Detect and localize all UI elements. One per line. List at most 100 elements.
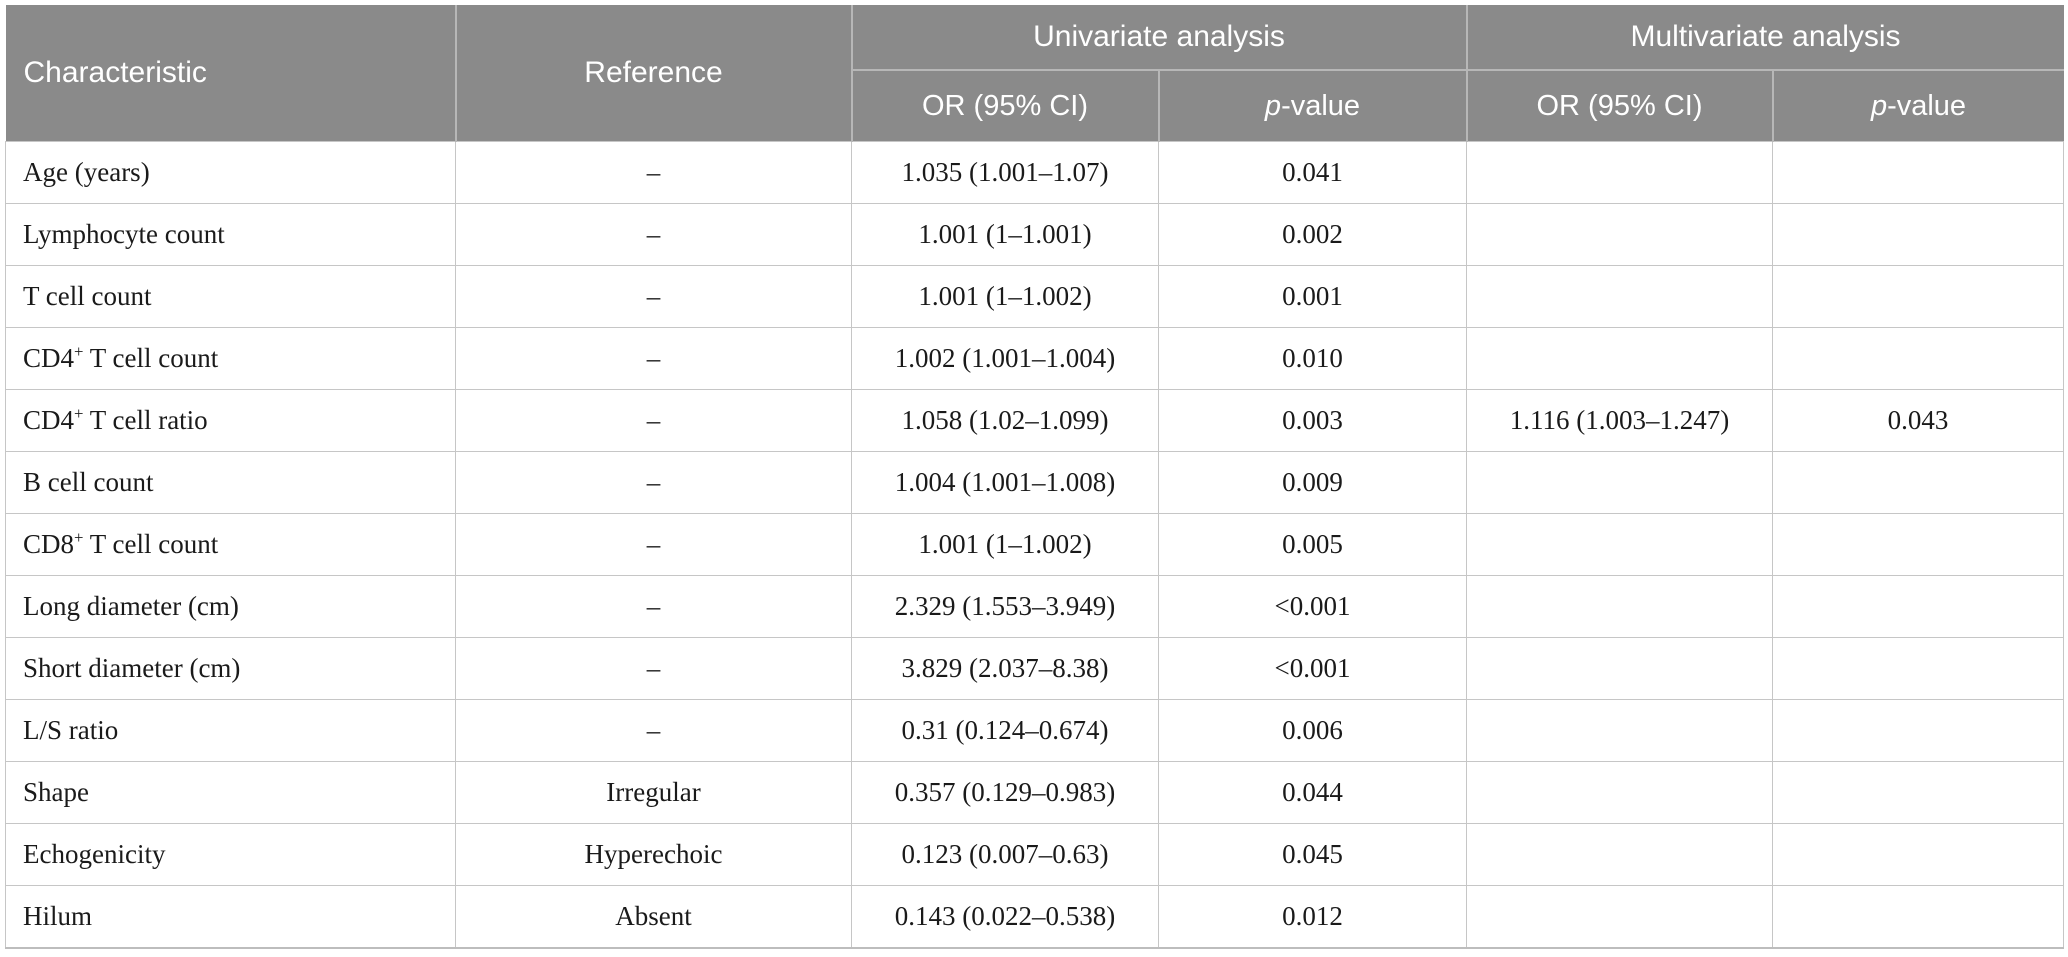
cell-univariate-or: 1.004 (1.001–1.008)	[851, 451, 1159, 514]
cell-univariate-p: 0.006	[1158, 699, 1467, 762]
table-row: Hilum Absent 0.143 (0.022–0.538) 0.012	[5, 885, 2065, 949]
analysis-table: Characteristic Reference Univariate anal…	[5, 5, 2065, 949]
cell-univariate-or: 1.035 (1.001–1.07)	[851, 141, 1159, 204]
p-italic: p	[1870, 89, 1888, 122]
cell-multivariate-or	[1466, 141, 1773, 204]
header-multi-or: OR (95% CI)	[1466, 70, 1774, 142]
cell-reference: –	[455, 389, 852, 452]
table-row: T cell count – 1.001 (1–1.002) 0.001	[5, 265, 2065, 328]
characteristic-text: Age (years)	[23, 157, 150, 187]
cell-multivariate-or	[1466, 823, 1773, 886]
table-row: Echogenicity Hyperechoic 0.123 (0.007–0.…	[5, 823, 2065, 886]
cell-multivariate-p	[1771, 885, 2065, 949]
cell-multivariate-or	[1466, 265, 1773, 328]
characteristic-superscript: +	[74, 528, 84, 547]
cell-characteristic: Age (years)	[5, 141, 456, 204]
table-row: L/S ratio – 0.31 (0.124–0.674) 0.006	[5, 699, 2065, 762]
cell-multivariate-p	[1771, 761, 2065, 824]
cell-univariate-or: 3.829 (2.037–8.38)	[851, 637, 1159, 700]
table-row: CD4+ T cell count – 1.002 (1.001–1.004) …	[5, 327, 2065, 390]
cell-univariate-p: 0.001	[1158, 265, 1467, 328]
characteristic-text: Lymphocyte count	[23, 219, 225, 249]
table-row: Lymphocyte count – 1.001 (1–1.001) 0.002	[5, 203, 2065, 266]
cell-multivariate-p	[1771, 203, 2065, 266]
characteristic-rest: T cell count	[83, 343, 219, 373]
cell-multivariate-or	[1466, 575, 1773, 638]
cell-univariate-p: 0.012	[1158, 885, 1467, 949]
cell-reference: –	[455, 203, 852, 266]
header-sub-row: OR (95% CI) p-value OR (95% CI) p-value	[6, 70, 2064, 142]
header-reference: Reference	[455, 5, 853, 142]
cell-reference: Irregular	[455, 761, 852, 824]
cell-univariate-p: 0.041	[1158, 141, 1467, 204]
cell-characteristic: Lymphocyte count	[5, 203, 456, 266]
cell-univariate-p: 0.010	[1158, 327, 1467, 390]
characteristic-text: B cell count	[23, 467, 154, 497]
cell-multivariate-p	[1771, 637, 2065, 700]
cell-multivariate-p	[1771, 451, 2065, 514]
characteristic-rest: T cell ratio	[83, 405, 208, 435]
cell-multivariate-p	[1771, 141, 2065, 204]
cell-univariate-p: <0.001	[1158, 575, 1467, 638]
header-multi-p: p-value	[1772, 70, 2064, 142]
cell-reference: –	[455, 451, 852, 514]
cell-multivariate-or	[1466, 699, 1773, 762]
cell-characteristic: CD4+ T cell count	[5, 327, 456, 390]
p-rest: -value	[1281, 89, 1361, 122]
cell-univariate-or: 0.31 (0.124–0.674)	[851, 699, 1159, 762]
cell-characteristic: T cell count	[5, 265, 456, 328]
cell-reference: –	[455, 699, 852, 762]
table-row: Long diameter (cm) – 2.329 (1.553–3.949)…	[5, 575, 2065, 638]
cell-univariate-p: 0.044	[1158, 761, 1467, 824]
cell-univariate-or: 1.001 (1–1.001)	[851, 203, 1159, 266]
cell-characteristic: Shape	[5, 761, 456, 824]
cell-multivariate-or	[1466, 761, 1773, 824]
table-header: Characteristic Reference Univariate anal…	[5, 5, 2064, 142]
p-rest: -value	[1887, 89, 1967, 122]
cell-reference: –	[455, 141, 852, 204]
cell-multivariate-p	[1771, 265, 2065, 328]
characteristic-text: Hilum	[23, 901, 93, 931]
table-body: Age (years) – 1.035 (1.001–1.07) 0.041 L…	[5, 141, 2065, 949]
header-univariate-group: Univariate analysis	[851, 5, 1468, 71]
cell-reference: –	[455, 575, 852, 638]
cell-characteristic: Short diameter (cm)	[5, 637, 456, 700]
cell-multivariate-p	[1771, 513, 2065, 576]
cell-univariate-p: 0.003	[1158, 389, 1467, 452]
cell-characteristic: CD8+ T cell count	[5, 513, 456, 576]
cell-multivariate-or: 1.116 (1.003–1.247)	[1466, 389, 1773, 452]
header-group-row: Characteristic Reference Univariate anal…	[5, 5, 2064, 142]
cell-univariate-p: 0.005	[1158, 513, 1467, 576]
cell-univariate-or: 1.001 (1–1.002)	[851, 513, 1159, 576]
cell-characteristic: CD4+ T cell ratio	[5, 389, 456, 452]
cell-univariate-p: 0.045	[1158, 823, 1467, 886]
cell-characteristic: L/S ratio	[5, 699, 456, 762]
cell-univariate-p: 0.002	[1158, 203, 1467, 266]
cell-multivariate-or	[1466, 513, 1773, 576]
characteristic-text: CD4	[23, 343, 75, 373]
header-characteristic: Characteristic	[5, 5, 457, 142]
cell-multivariate-or	[1466, 451, 1773, 514]
cell-univariate-or: 2.329 (1.553–3.949)	[851, 575, 1159, 638]
cell-multivariate-p	[1771, 327, 2065, 390]
cell-reference: –	[455, 265, 852, 328]
characteristic-text: Long diameter (cm)	[23, 591, 239, 621]
characteristic-text: CD8	[23, 529, 75, 559]
cell-multivariate-p	[1771, 575, 2065, 638]
cell-univariate-or: 0.357 (0.129–0.983)	[851, 761, 1159, 824]
cell-univariate-p: <0.001	[1158, 637, 1467, 700]
characteristic-superscript: +	[74, 342, 84, 361]
cell-reference: –	[455, 637, 852, 700]
cell-characteristic: Long diameter (cm)	[5, 575, 456, 638]
characteristic-text: CD4	[23, 405, 75, 435]
table-row: CD4+ T cell ratio – 1.058 (1.02–1.099) 0…	[5, 389, 2065, 452]
cell-characteristic: Hilum	[5, 885, 456, 949]
cell-reference: Absent	[455, 885, 852, 949]
cell-characteristic: Echogenicity	[5, 823, 456, 886]
cell-univariate-or: 1.001 (1–1.002)	[851, 265, 1159, 328]
header-uni-p: p-value	[1158, 70, 1468, 142]
cell-multivariate-p	[1771, 699, 2065, 762]
cell-characteristic: B cell count	[5, 451, 456, 514]
cell-reference: –	[455, 513, 852, 576]
